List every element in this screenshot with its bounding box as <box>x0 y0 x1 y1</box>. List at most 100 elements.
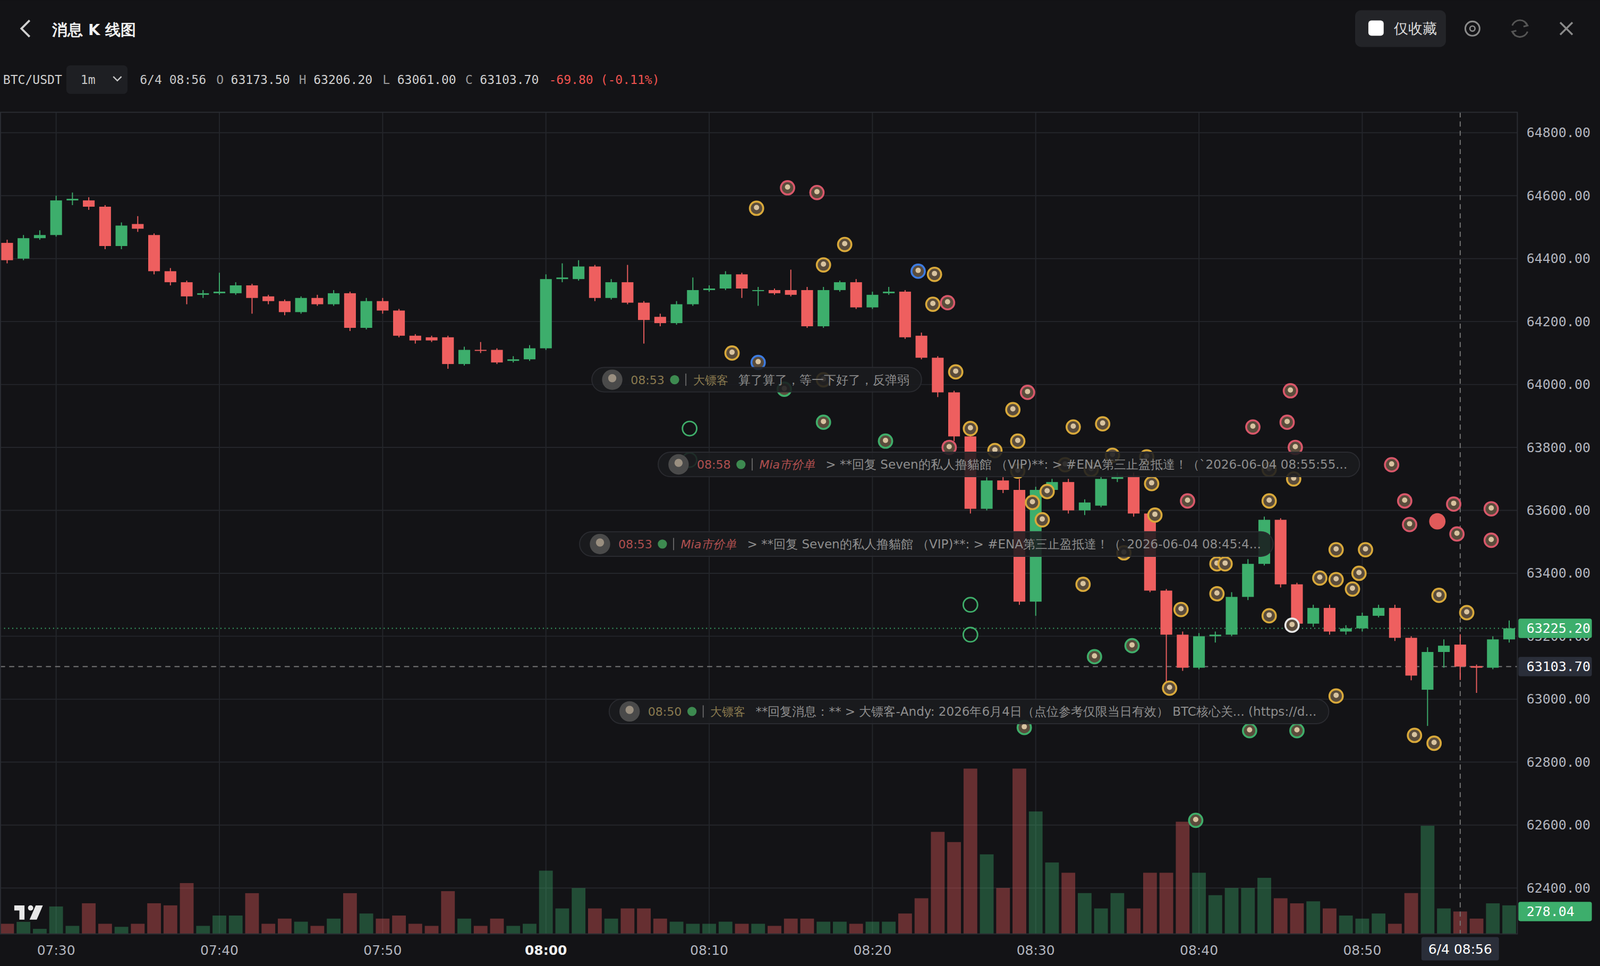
message-avatar[interactable] <box>1094 415 1111 432</box>
message-avatar[interactable] <box>1261 608 1278 624</box>
message-avatar[interactable] <box>1401 516 1418 533</box>
message-avatar[interactable] <box>1383 456 1400 473</box>
avatar-face <box>1349 585 1356 591</box>
message-avatar[interactable] <box>1289 722 1305 739</box>
message-avatar[interactable] <box>878 433 894 449</box>
message-avatar[interactable] <box>1075 576 1091 592</box>
message-avatar[interactable] <box>1483 532 1500 548</box>
interval-select[interactable]: 1m <box>66 65 128 95</box>
avatar-bg <box>1289 441 1302 454</box>
message-avatar[interactable] <box>809 184 825 201</box>
message-avatar[interactable] <box>1406 727 1423 744</box>
message-avatar[interactable] <box>948 364 964 380</box>
message-ring[interactable] <box>682 421 697 436</box>
message-avatar[interactable] <box>1328 688 1344 704</box>
message-ring[interactable] <box>963 627 978 642</box>
avatar-bg <box>1346 583 1359 595</box>
avatar-face <box>1287 387 1293 393</box>
avatar-face <box>1149 480 1155 486</box>
message-avatar[interactable] <box>1039 483 1055 500</box>
message-avatar[interactable] <box>1065 419 1082 435</box>
avatar-face <box>1284 418 1290 424</box>
message-avatar[interactable] <box>1483 500 1500 517</box>
avatar-bg <box>1385 458 1398 471</box>
message-avatar[interactable] <box>910 263 926 279</box>
message-avatar[interactable] <box>1312 569 1328 586</box>
favorites-toggle[interactable]: 仅收藏 <box>1355 10 1446 47</box>
avatar-face <box>1193 816 1199 822</box>
message-avatar[interactable] <box>925 296 941 312</box>
message-avatar[interactable] <box>1024 494 1041 510</box>
message-avatar[interactable] <box>939 294 956 311</box>
avatar-face <box>1030 498 1036 505</box>
volume-bar <box>408 923 423 934</box>
candle-body <box>295 298 308 313</box>
banner-separator <box>685 373 687 386</box>
message-avatar[interactable] <box>1357 541 1374 558</box>
message-avatar[interactable] <box>1445 496 1462 512</box>
message-avatar[interactable] <box>1209 585 1225 602</box>
message-avatar[interactable] <box>1351 565 1367 582</box>
message-avatar[interactable] <box>1245 419 1261 435</box>
message-avatar[interactable] <box>1328 571 1344 587</box>
candle-wick <box>218 272 220 295</box>
message-avatar[interactable] <box>1217 556 1233 572</box>
message-avatar[interactable] <box>1086 648 1103 665</box>
message-avatar[interactable] <box>1449 526 1465 542</box>
candle-wick <box>888 286 890 295</box>
message-avatar[interactable] <box>1161 680 1178 696</box>
message-avatar[interactable] <box>724 345 740 361</box>
candle-body <box>1503 627 1516 640</box>
message-avatar[interactable] <box>815 414 832 430</box>
message-avatar[interactable] <box>1345 581 1361 597</box>
candle-body <box>50 200 63 235</box>
message-avatar[interactable] <box>1261 492 1278 509</box>
message-avatar[interactable] <box>1328 541 1344 558</box>
message-avatar[interactable] <box>779 180 796 196</box>
refresh-button[interactable] <box>1512 20 1528 38</box>
checkbox[interactable] <box>1368 20 1384 36</box>
message-avatar[interactable] <box>1241 722 1258 739</box>
message-avatar[interactable] <box>1284 617 1300 633</box>
message-avatar[interactable] <box>1010 433 1026 449</box>
candle-body <box>1078 502 1091 511</box>
message-avatar[interactable] <box>1397 492 1413 509</box>
close-button[interactable] <box>1560 22 1573 35</box>
message-dot[interactable] <box>1428 513 1446 530</box>
message-banner[interactable]: 08:53大镖客算了算了，等一下好了，反弹弱 <box>591 367 922 393</box>
message-avatar[interactable] <box>1147 507 1163 523</box>
volume-bar <box>49 906 64 934</box>
volume-bar <box>1175 821 1190 934</box>
message-avatar[interactable] <box>1034 512 1051 528</box>
message-banner[interactable]: 08:50大镖客**回复消息：** > 大镖客-Andy: 2026年6月4日（… <box>609 699 1330 724</box>
message-avatar[interactable] <box>815 257 832 273</box>
message-avatar[interactable] <box>926 266 943 283</box>
message-avatar[interactable] <box>1019 384 1036 400</box>
avatar-bg <box>1181 495 1194 507</box>
message-avatar[interactable] <box>1426 735 1442 751</box>
avatar-face <box>1451 500 1457 506</box>
message-avatar[interactable] <box>1144 475 1160 492</box>
message-avatar[interactable] <box>1173 601 1189 618</box>
message-avatar[interactable] <box>1005 402 1021 418</box>
avatar-bg <box>879 435 892 447</box>
message-avatar[interactable] <box>1279 414 1296 430</box>
back-button[interactable] <box>21 20 30 37</box>
message-avatar[interactable] <box>962 420 978 437</box>
message-avatar[interactable] <box>749 200 765 217</box>
candle-body <box>768 290 781 294</box>
message-avatar[interactable] <box>1179 492 1196 509</box>
candle-body <box>605 282 618 299</box>
candle-body <box>1323 607 1336 632</box>
message-avatar[interactable] <box>837 236 853 253</box>
message-avatar[interactable] <box>1282 383 1299 399</box>
volume-bar <box>261 923 276 934</box>
message-avatar[interactable] <box>1188 812 1204 828</box>
settings-button[interactable] <box>1465 21 1480 36</box>
message-avatar[interactable] <box>1124 637 1140 654</box>
message-ring[interactable] <box>963 597 978 612</box>
message-avatar[interactable] <box>1459 605 1475 621</box>
message-banner[interactable]: 08:58Mia市价单> **回复 Seven的私人撸貓館 （VIP)**: >… <box>658 452 1360 477</box>
message-avatar[interactable] <box>1431 587 1447 603</box>
message-banner[interactable]: 08:53Mia市价单> **回复 Seven的私人撸貓館 （VIP)**: >… <box>579 531 1274 557</box>
